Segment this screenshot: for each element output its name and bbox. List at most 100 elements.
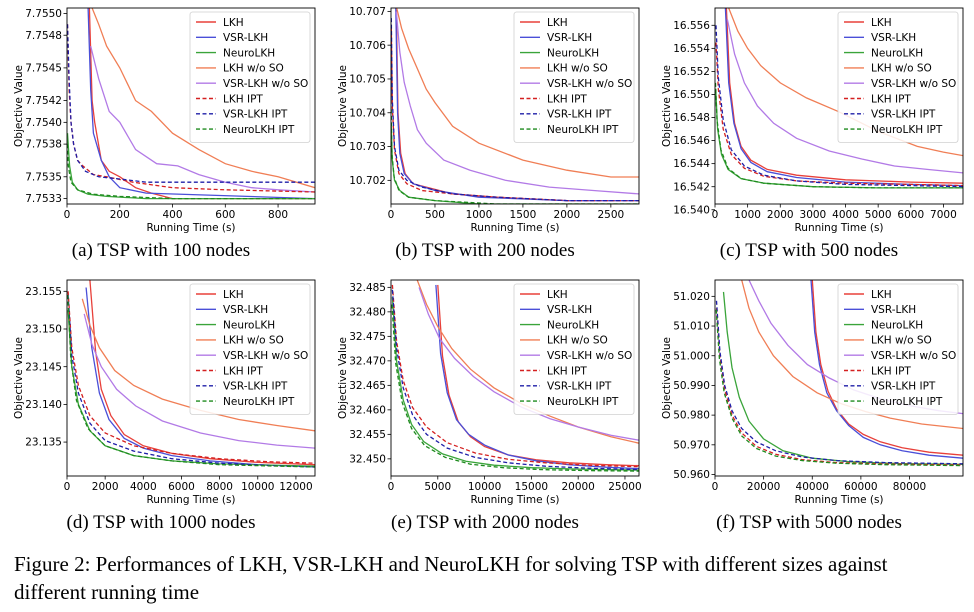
legend-entry: LKH w/o SO: [547, 63, 608, 75]
series-line-lkh-w-o-so: [81, 298, 315, 432]
legend-entry: NeuroLKH IPT: [871, 396, 943, 408]
subcaption-b: (b) TSP with 200 nodes: [395, 240, 575, 261]
series-group: [67, 280, 315, 468]
legend-entry: LKH IPT: [547, 93, 587, 105]
legend-entry: LKH w/o SO: [871, 63, 932, 75]
x-axis-label: Running Time (s): [146, 494, 235, 506]
legend-entry: LKH IPT: [223, 93, 263, 105]
legend-entry: VSR-LKH: [871, 32, 916, 44]
x-tick-label: 0: [388, 209, 395, 221]
legend-entry: LKH IPT: [871, 93, 911, 105]
legend-entry: NeuroLKH: [547, 319, 599, 331]
legend-entry: VSR-LKH: [223, 304, 268, 316]
y-tick-label: 16.556: [673, 20, 710, 32]
y-axis-label: Objective Value: [13, 65, 25, 147]
plot-frame: [390, 7, 640, 205]
legend-entry: LKH: [223, 289, 244, 301]
x-tick-label: 0: [388, 481, 395, 493]
legend-entry: VSR-LKH w/o SO: [223, 350, 308, 362]
legend: LKH VSR-LKH NeuroLKH LKH w/o SO VSR-LKH w/o …: [513, 11, 635, 143]
x-axis-label: Running Time (s): [470, 222, 559, 234]
legend-entry: NeuroLKH IPT: [223, 396, 295, 408]
series-line-neurolkh-ipt: [391, 109, 639, 204]
x-tick-label: 15000: [515, 481, 548, 493]
legend-entry: VSR-LKH w/o SO: [871, 78, 956, 90]
legend-box: [513, 11, 635, 143]
legend-entry: VSR-LKH w/o SO: [871, 350, 956, 362]
y-tick-label: 32.450: [349, 453, 386, 465]
y-tick-label: 10.706: [349, 40, 386, 52]
x-axis-label: Running Time (s): [146, 222, 235, 234]
legend-entry: VSR-LKH IPT: [547, 109, 612, 121]
x-tick-label: 1500: [510, 209, 537, 221]
series-line-vsr-lkh-ipt: [67, 295, 315, 468]
series-line-neurolkh: [67, 133, 315, 200]
legend-entry: VSR-LKH: [871, 304, 916, 316]
legend: LKH VSR-LKH NeuroLKH LKH w/o SO VSR-LKH w/o …: [513, 283, 635, 415]
y-tick-label: 32.460: [349, 404, 386, 416]
x-tick-label: 6000: [168, 481, 195, 493]
y-axis-label: Objective Value: [13, 337, 25, 419]
legend: LKH VSR-LKH NeuroLKH LKH w/o SO VSR-LKH w/o …: [189, 11, 311, 143]
y-tick-label: 10.703: [349, 141, 386, 153]
x-tick-label: 200: [110, 209, 130, 221]
series-line-lkh-w-o-so: [741, 280, 963, 430]
chart-a: 0 200 400 600 800 7.7533 7.7535 7.7538 7.7540 7.7…: [13, 7, 316, 234]
x-tick-label: 5000: [865, 209, 892, 221]
legend-entry: VSR-LKH: [547, 304, 592, 316]
y-tick-label: 7.7533: [25, 193, 62, 205]
series-line-lkh-ipt: [715, 42, 963, 187]
panel-e: 0 5000 10000 15000 20000 25000 32.450 32.455 32.…: [324, 272, 646, 542]
y-tick-label: 51.020: [673, 291, 710, 303]
legend-box: [189, 283, 311, 415]
series-line-vsr-lkh-ipt: [391, 289, 639, 471]
x-tick-label: 20000: [747, 481, 780, 493]
x-tick-label: 0: [712, 481, 719, 493]
chart-e: 0 5000 10000 15000 20000 25000 32.450 32.455 32.…: [337, 279, 642, 506]
x-tick-label: 12000: [279, 481, 312, 493]
y-tick-label: 32.485: [349, 282, 386, 294]
series-line-vsr-lkh-w-o-so: [395, 11, 639, 195]
x-tick-label: 10000: [241, 481, 274, 493]
chart-c: 0 1000 2000 3000 4000 5000 6000 7000 16.540 16.54…: [661, 7, 964, 234]
legend-entry: NeuroLKH: [223, 47, 275, 59]
x-tick-label: 1000: [734, 209, 761, 221]
y-tick-label: 32.465: [349, 380, 386, 392]
y-tick-label: 50.980: [673, 410, 710, 422]
panel-b: 0 500 1000 1500 2000 2500 10.702 10.703 10.704 10…: [324, 0, 646, 270]
series-line-neurolkh-ipt: [67, 295, 315, 468]
x-tick-label: 5000: [424, 481, 451, 493]
subcaption-a: (a) TSP with 100 nodes: [71, 240, 251, 261]
legend-entry: NeuroLKH: [223, 319, 275, 331]
y-tick-label: 10.704: [349, 107, 386, 119]
y-axis-label: Objective Value: [337, 337, 349, 419]
x-tick-label: 2000: [767, 209, 794, 221]
subcaption-c: (c) TSP with 500 nodes: [719, 240, 899, 261]
y-tick-label: 7.7548: [25, 30, 62, 42]
series-group: [391, 8, 639, 204]
x-tick-label: 1000: [466, 209, 493, 221]
plot-frame: [66, 279, 316, 477]
legend-entry: NeuroLKH: [871, 319, 923, 331]
x-axis-label: Running Time (s): [794, 222, 883, 234]
x-tick-label: 80000: [893, 481, 926, 493]
series-line-vsr-lkh-w-o-so: [90, 45, 315, 193]
plot-frame: [390, 279, 640, 477]
legend: LKH VSR-LKH NeuroLKH LKH w/o SO VSR-LKH w/o …: [837, 283, 959, 415]
legend-entry: NeuroLKH IPT: [547, 396, 619, 408]
x-tick-label: 40000: [796, 481, 829, 493]
series-line-vsr-lkh: [85, 287, 315, 468]
legend-entry: LKH: [223, 17, 244, 29]
series-line-lkh-ipt: [391, 284, 639, 468]
y-tick-label: 32.480: [349, 306, 386, 318]
x-tick-label: 0: [712, 209, 719, 221]
y-axis-label: Objective Value: [661, 65, 673, 147]
legend-entry: LKH IPT: [871, 365, 911, 377]
legend: LKH VSR-LKH NeuroLKH LKH w/o SO VSR-LKH w/o …: [837, 11, 959, 143]
legend-entry: NeuroLKH: [547, 47, 599, 59]
x-tick-label: 2000: [554, 209, 581, 221]
y-tick-label: 7.7535: [25, 171, 62, 183]
chart-b: 0 500 1000 1500 2000 2500 10.702 10.703 10.704 10…: [337, 6, 640, 234]
y-tick-label: 23.135: [25, 437, 62, 449]
legend-box: [513, 283, 635, 415]
